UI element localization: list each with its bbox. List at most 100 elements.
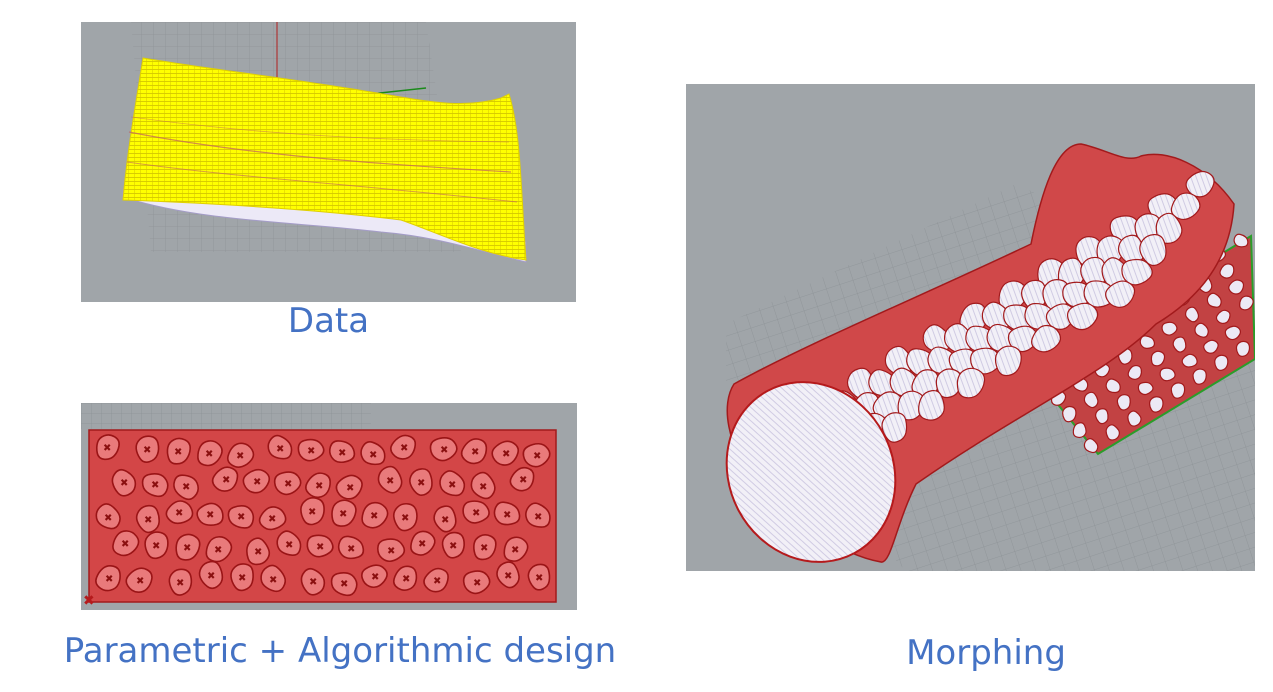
- voronoi-cell: [509, 466, 535, 492]
- seed-point-icon: ✖: [471, 447, 479, 458]
- voronoi-cell: [361, 501, 389, 529]
- seed-point-icon: ✖: [472, 508, 480, 519]
- voronoi-cell: [111, 468, 137, 497]
- voronoi-cell: [1121, 258, 1153, 286]
- seed-point-icon: ✖: [369, 450, 377, 461]
- seed-point-icon: ✖: [121, 539, 129, 550]
- seed-point-icon: ✖: [207, 571, 215, 582]
- voronoi-cell: [95, 434, 120, 461]
- seed-point-icon: ✖: [144, 515, 152, 526]
- voronoi-cell: [470, 471, 496, 500]
- seed-point-icon: ✖: [346, 483, 354, 494]
- voronoi-cell: [273, 471, 302, 496]
- voronoi-cell: [335, 474, 363, 500]
- voronoi-cell: [1170, 192, 1201, 221]
- seed-point-icon: ✖: [309, 577, 317, 588]
- voronoi-cell: [1105, 280, 1136, 308]
- seed-point-icon: ✖: [276, 444, 284, 455]
- voronoi-cell: [1235, 340, 1251, 357]
- seed-point-icon: ✖: [441, 515, 449, 526]
- voronoi-cell: [1137, 381, 1154, 396]
- voronoi-cell: [1214, 354, 1229, 371]
- voronoi-cell: [306, 534, 334, 558]
- voronoi-cell: [433, 505, 457, 533]
- tube-open-end: [725, 381, 897, 563]
- voronoi-cell: [496, 561, 520, 589]
- voronoi-cell: [1139, 233, 1167, 267]
- voronoi-cell: [276, 530, 302, 557]
- voronoi-cell: [390, 434, 417, 460]
- seed-point-icon: ✖: [400, 443, 408, 454]
- voronoi-cell: [230, 563, 254, 592]
- seed-point-icon: ✖: [440, 445, 448, 456]
- voronoi-cell: [330, 572, 358, 597]
- voronoi-cell: [267, 434, 293, 460]
- seed-point-icon: ✖: [222, 475, 230, 486]
- voronoi-cell: [460, 438, 488, 465]
- voronoi-cell: [141, 473, 169, 498]
- seed-point-icon: ✖: [347, 544, 355, 555]
- voronoi-cell: [525, 502, 551, 528]
- voronoi-cell: [1148, 396, 1164, 413]
- voronoi-cell: [1155, 212, 1183, 244]
- seed-point-icon: ✖: [533, 451, 541, 462]
- voronoi-cell: [1219, 263, 1235, 279]
- voronoi-cell: [226, 442, 255, 468]
- voronoi-cell: [305, 472, 331, 499]
- voronoi-cell: [175, 533, 201, 561]
- seed-point-icon: ✖: [105, 574, 113, 585]
- seed-point-icon: ✖: [504, 571, 512, 582]
- voronoi-cell: [918, 389, 945, 421]
- voronoi-cell: [1150, 350, 1166, 367]
- voronoi-cell: [439, 470, 466, 497]
- voronoi-cell: [227, 505, 255, 529]
- seed-point-icon: ✖: [473, 578, 481, 589]
- caption-data: Data: [287, 301, 370, 341]
- voronoi-cell: [473, 534, 497, 561]
- voronoi-cell: [1083, 280, 1116, 308]
- voronoi-cell: [361, 564, 388, 589]
- voronoi-cell: [173, 474, 200, 501]
- voronoi-cell: [1062, 405, 1077, 423]
- voronoi-cell: [1031, 324, 1062, 353]
- parametric-viewport: ✖ ✖ ✖ ✖ ✖ ✖ ✖ ✖ ✖ ✖ ✖ ✖ ✖ ✖ ✖ ✖ ✖ ✖ ✖ ✖ ✖ ✖ ✖ ✖ ✖ ✖ ✖ ✖ ✖ ✖ ✖ ✖ ✖ ✖ ✖ ✖ ✖ ✖ ✖ ✖…: [81, 403, 577, 610]
- seed-point-icon: ✖: [268, 514, 276, 525]
- voronoi-cell: [300, 567, 326, 596]
- voronoi-cell: [994, 345, 1022, 377]
- voronoi-cell: [441, 531, 465, 559]
- voronoi-cell: [331, 499, 357, 527]
- voronoi-cell: [522, 442, 551, 468]
- voronoi-cell: [1239, 295, 1254, 311]
- seed-point-icon: ✖: [253, 477, 261, 488]
- voronoi-cell: [297, 438, 325, 462]
- seed-point-icon: ✖: [339, 509, 347, 520]
- voronoi-cell: [1185, 306, 1200, 323]
- seed-point-icon: ✖: [237, 512, 245, 523]
- seed-point-icon: ✖: [176, 578, 184, 589]
- seed-point-icon: ✖: [103, 443, 111, 454]
- voronoi-cell: [392, 502, 418, 532]
- seed-point-icon: ✖: [136, 576, 144, 587]
- voronoi-cell: [1228, 279, 1245, 295]
- voronoi-cell: [1007, 325, 1039, 353]
- voronoi-cell: [1161, 321, 1178, 336]
- voronoi-cell: [377, 538, 406, 563]
- voronoi-cell: [1172, 336, 1187, 353]
- voronoi-cell: [246, 537, 271, 566]
- voronoi-cell: [462, 570, 491, 595]
- seed-point-icon: ✖: [315, 481, 323, 492]
- seed-point-icon: ✖: [511, 545, 519, 556]
- voronoi-cell: [205, 536, 233, 563]
- seed-point-icon: ✖: [307, 446, 315, 457]
- voronoi-cell: [1127, 410, 1142, 427]
- voronoi-cell: [144, 531, 169, 560]
- seed-point-icon: ✖: [480, 543, 488, 554]
- seed-point-icon: ✖: [120, 478, 128, 489]
- voronoi-cell: [897, 390, 926, 421]
- seed-point-icon: ✖: [433, 576, 441, 587]
- voronoi-cell: [1105, 424, 1120, 441]
- seed-point-icon: ✖: [401, 513, 409, 524]
- seed-point-icon: ✖: [387, 546, 395, 557]
- voronoi-cell: [360, 441, 386, 466]
- seed-point-icon: ✖: [479, 482, 487, 493]
